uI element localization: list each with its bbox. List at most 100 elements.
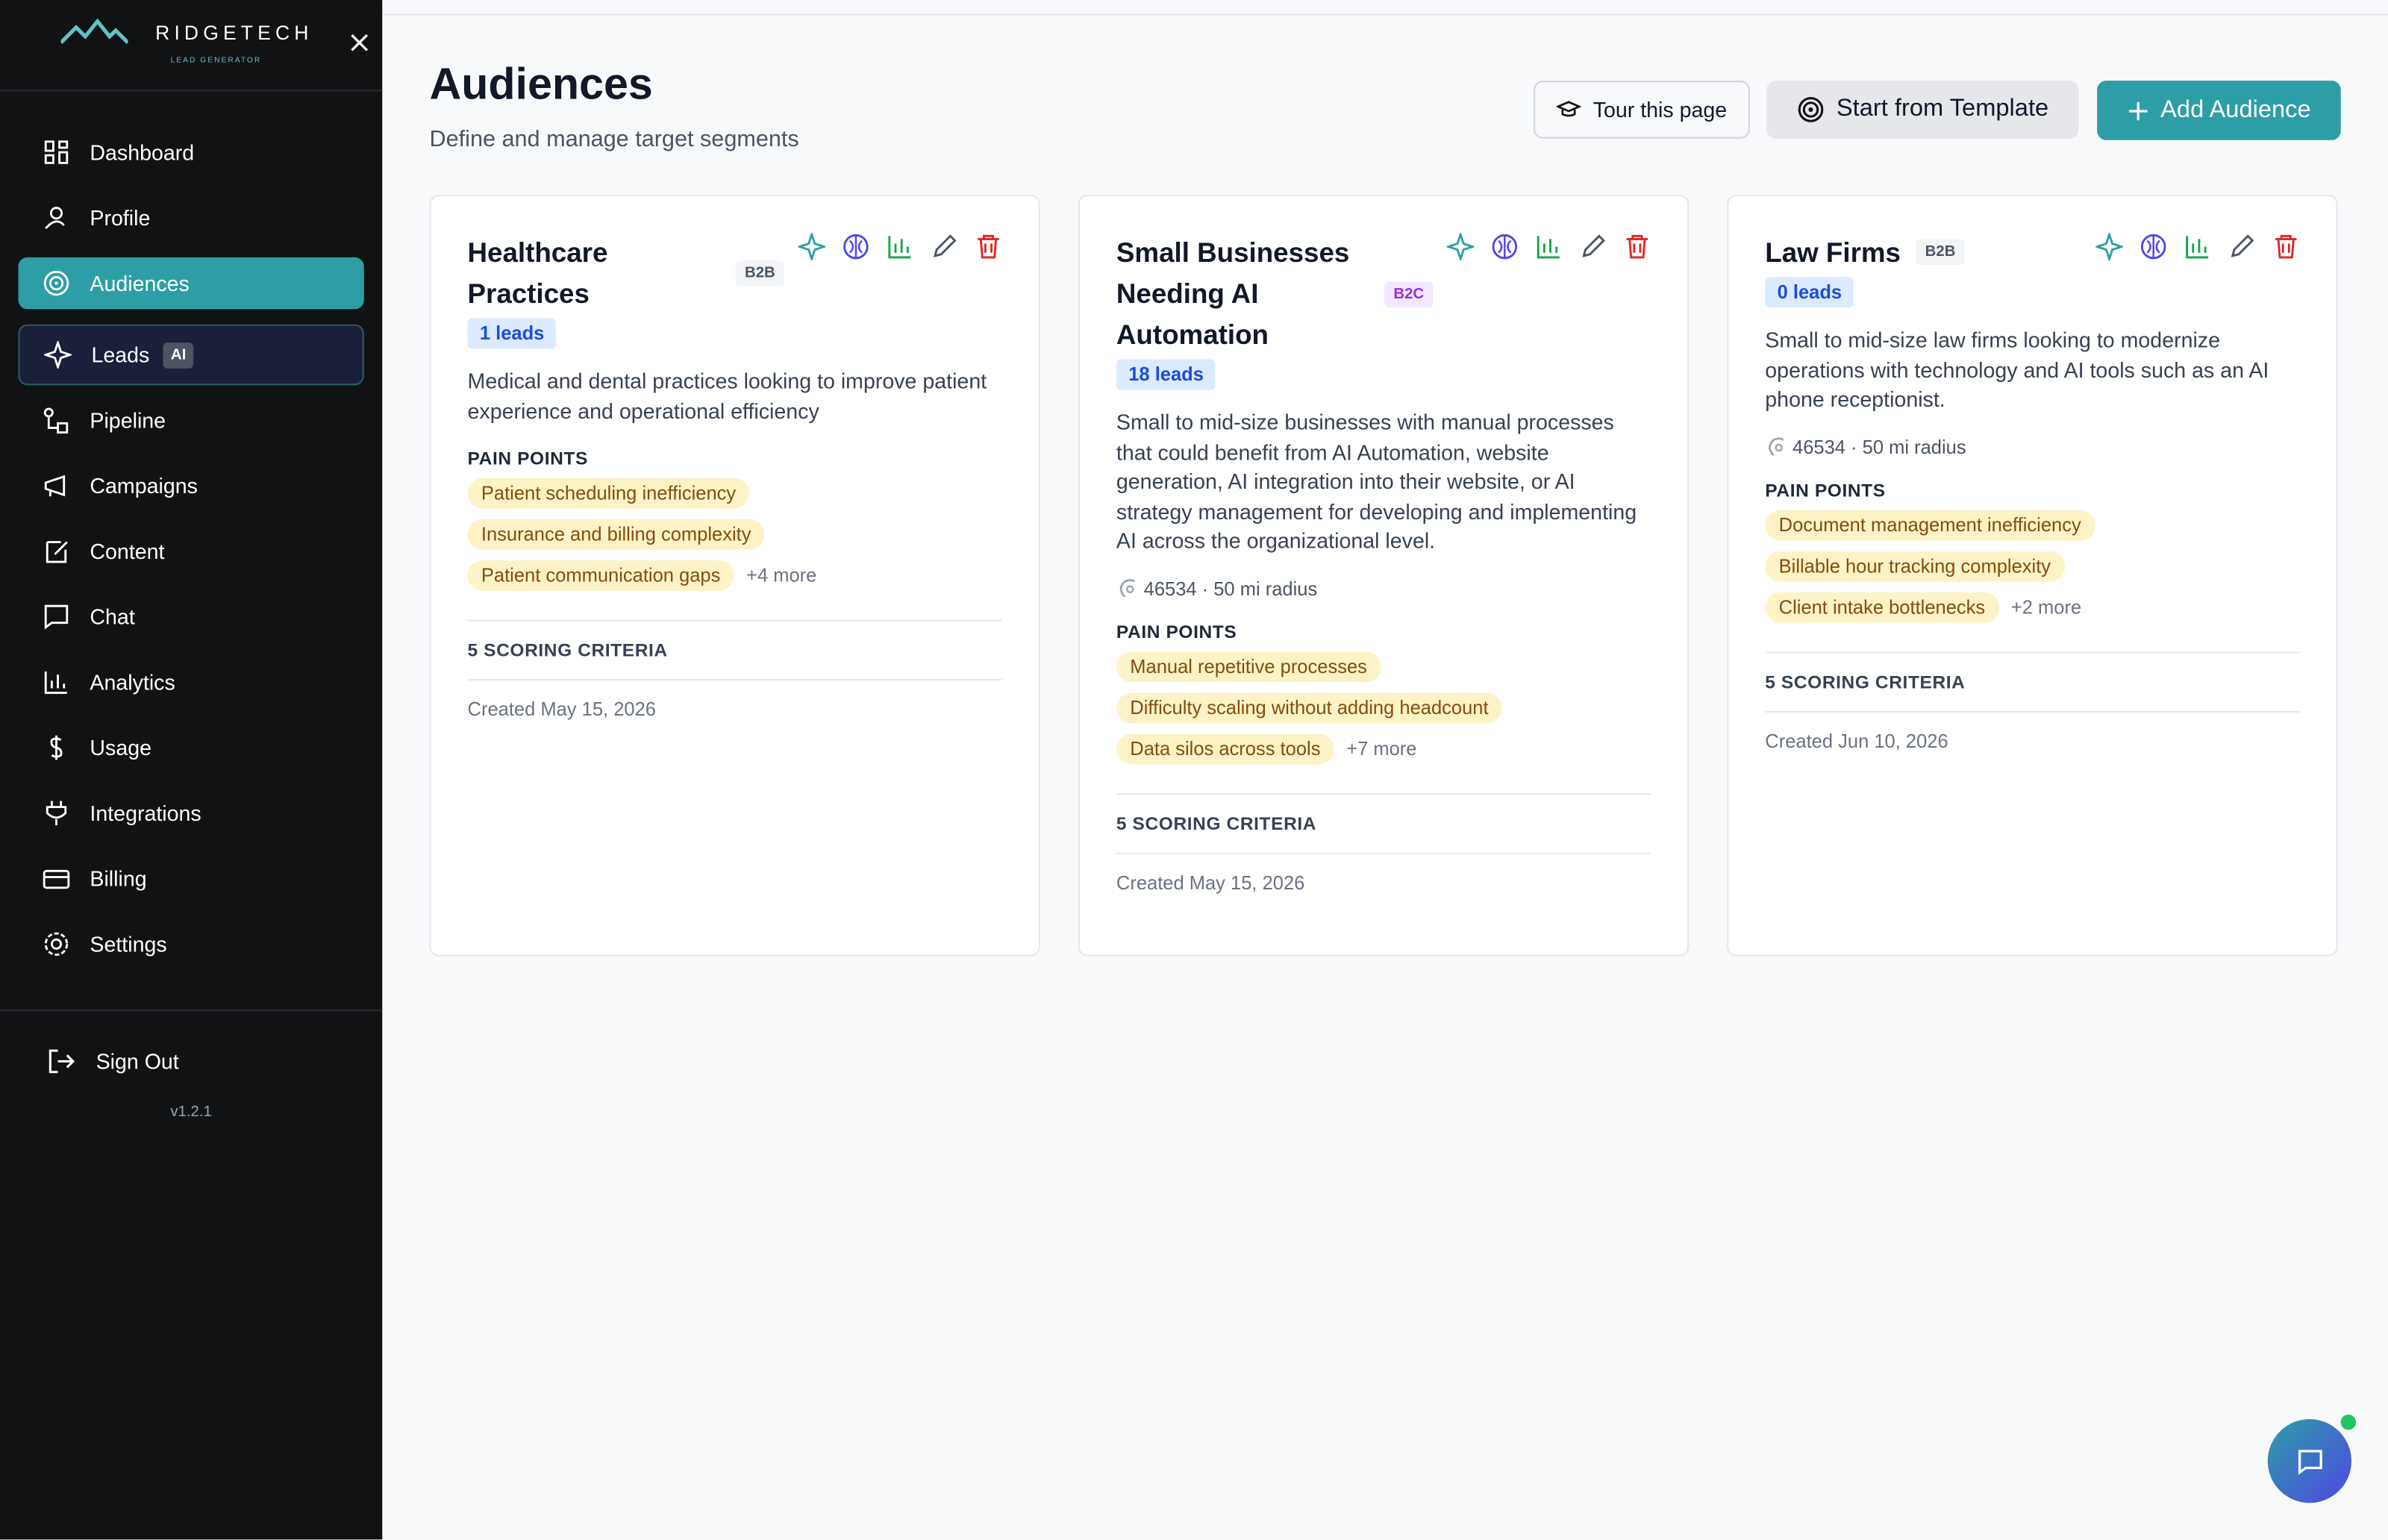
- nav-badge: AI: [163, 342, 194, 368]
- icon: [43, 270, 69, 296]
- audience-card[interactable]: Healthcare Practices B2B 1 leads Medical an…: [429, 195, 1040, 957]
- button-label: Tour this page: [1592, 97, 1728, 122]
- add-button[interactable]: Add Audience: [2097, 81, 2341, 140]
- icon[interactable]: [931, 233, 958, 260]
- chat-button[interactable]: [2267, 1419, 2351, 1503]
- nav-label: Integrations: [90, 801, 201, 826]
- icon: [1768, 436, 1790, 463]
- nav-label: Usage: [90, 735, 151, 760]
- criteria: 5 SCORING CRITERIA: [467, 639, 668, 662]
- divider: [467, 619, 1002, 622]
- card-header: Healthcare Practices B2B: [468, 233, 1002, 315]
- icon[interactable]: [2272, 233, 2300, 260]
- icon[interactable]: [1446, 233, 1475, 260]
- audience-card[interactable]: Small Businesses Needing AI Automation B2…: [1078, 195, 1690, 957]
- nav-item[interactable]: Usage: [18, 722, 363, 773]
- icon[interactable]: [843, 233, 870, 260]
- close-button[interactable]: [350, 34, 368, 51]
- pain-points: Document management inefficiency Billable…: [1765, 510, 2299, 633]
- section-label: PAIN POINTS: [467, 448, 588, 469]
- icon: [44, 341, 72, 369]
- icon[interactable]: [2095, 233, 2123, 260]
- card-actions: [798, 233, 1001, 260]
- sign-out[interactable]: Sign Out: [46, 1046, 179, 1077]
- nav-item[interactable]: Chat: [18, 591, 363, 642]
- icon[interactable]: [1623, 233, 1651, 260]
- nav-item[interactable]: Settings: [18, 918, 363, 970]
- leads-badge: 0 leads: [1765, 277, 1854, 308]
- nav-item[interactable]: Billing: [18, 853, 363, 904]
- icon[interactable]: [1579, 233, 1607, 260]
- more-link[interactable]: +2 more: [2010, 596, 2082, 619]
- nav-item[interactable]: Leads AI: [18, 324, 364, 386]
- criteria: 5 SCORING CRITERIA: [1765, 671, 1966, 693]
- main: Audiences Define and manage target segme…: [382, 0, 2388, 1539]
- nav-item[interactable]: Dashboard: [18, 126, 363, 178]
- card-actions: [2095, 233, 2299, 260]
- icon[interactable]: [887, 233, 914, 260]
- card-description: Small to mid-size businesses with manual…: [1116, 409, 1637, 554]
- icon: [43, 407, 69, 434]
- icon[interactable]: [1491, 233, 1519, 260]
- sign-out-label: Sign Out: [96, 1049, 179, 1074]
- location-text: 46534 · 50 mi radius: [1792, 436, 1966, 458]
- pain-point-tag: Insurance and billing complexity: [467, 519, 765, 551]
- more-link[interactable]: +7 more: [1346, 738, 1417, 760]
- card-description: Small to mid-size law firms looking to m…: [1765, 327, 2269, 412]
- nav-label: Billing: [90, 866, 147, 891]
- icon[interactable]: [975, 233, 1002, 260]
- icon[interactable]: [2139, 233, 2167, 260]
- icon[interactable]: [798, 233, 826, 260]
- divider: [1116, 852, 1651, 854]
- icon: [44, 140, 69, 164]
- more-link[interactable]: +4 more: [746, 565, 817, 587]
- pain-point-tag: Patient communication gaps: [467, 560, 734, 592]
- nav-item[interactable]: Profile: [18, 192, 363, 243]
- nav-label: Settings: [90, 931, 167, 957]
- nav-label: Audiences: [90, 271, 190, 295]
- nav-label: Analytics: [90, 669, 175, 695]
- nav-item[interactable]: Audiences: [18, 257, 364, 310]
- location: 46534 · 50 mi radius: [1116, 578, 1651, 605]
- tour-button[interactable]: Tour this page: [1534, 81, 1750, 139]
- button-label: Start from Template: [1836, 96, 2049, 122]
- page-subtitle: Define and manage target segments: [429, 126, 799, 153]
- nav-label: Leads: [91, 342, 150, 367]
- divider: [1765, 651, 2300, 654]
- icon[interactable]: [2228, 233, 2256, 260]
- icon: [44, 932, 69, 957]
- audience-card[interactable]: Law Firms B2B 0 leads Small to mid-size law…: [1727, 195, 2338, 957]
- icon[interactable]: [1535, 233, 1563, 260]
- nav-item[interactable]: Integrations: [18, 787, 363, 839]
- nav-label: Profile: [90, 205, 151, 231]
- nav-item[interactable]: Content: [18, 525, 363, 577]
- nav-item[interactable]: Analytics: [18, 657, 363, 708]
- pain-points: Manual repetitive processes Difficulty sc…: [1116, 651, 1651, 774]
- section-label: PAIN POINTS: [1116, 621, 1237, 643]
- pain-point-tag: Client intake bottlenecks: [1765, 592, 1999, 623]
- sidebar: RIDGETECH LEAD GENERATOR Dashboard Profil…: [0, 0, 383, 1540]
- icon: [44, 475, 66, 497]
- divider: [1765, 710, 2300, 713]
- brand: RIDGETECH LEAD GENERATOR: [59, 18, 308, 66]
- logo: [59, 18, 130, 44]
- divider: [0, 90, 383, 92]
- top-border: [382, 13, 2388, 16]
- nav-label: Campaigns: [90, 473, 198, 498]
- pain-point-tag: Patient scheduling inefficiency: [467, 478, 750, 510]
- brand-tagline: LEAD GENERATOR: [170, 56, 262, 66]
- created-date: Created May 15, 2026: [467, 699, 656, 721]
- version: v1.2.1: [170, 1104, 212, 1121]
- pain-point-tag: Billable hour tracking complexity: [1765, 551, 2065, 582]
- icon[interactable]: [2184, 233, 2212, 260]
- template-button[interactable]: Start from Template: [1766, 81, 2079, 139]
- icon: [50, 735, 63, 760]
- card-title: Healthcare Practices: [467, 237, 608, 310]
- page-title: Audiences: [429, 60, 653, 110]
- type-badge: B2B: [1916, 239, 1965, 266]
- nav-item[interactable]: Pipeline: [18, 395, 363, 446]
- leads-badge: 18 leads: [1116, 359, 1216, 390]
- icon: [1119, 579, 1140, 605]
- nav-item[interactable]: Campaigns: [18, 460, 363, 511]
